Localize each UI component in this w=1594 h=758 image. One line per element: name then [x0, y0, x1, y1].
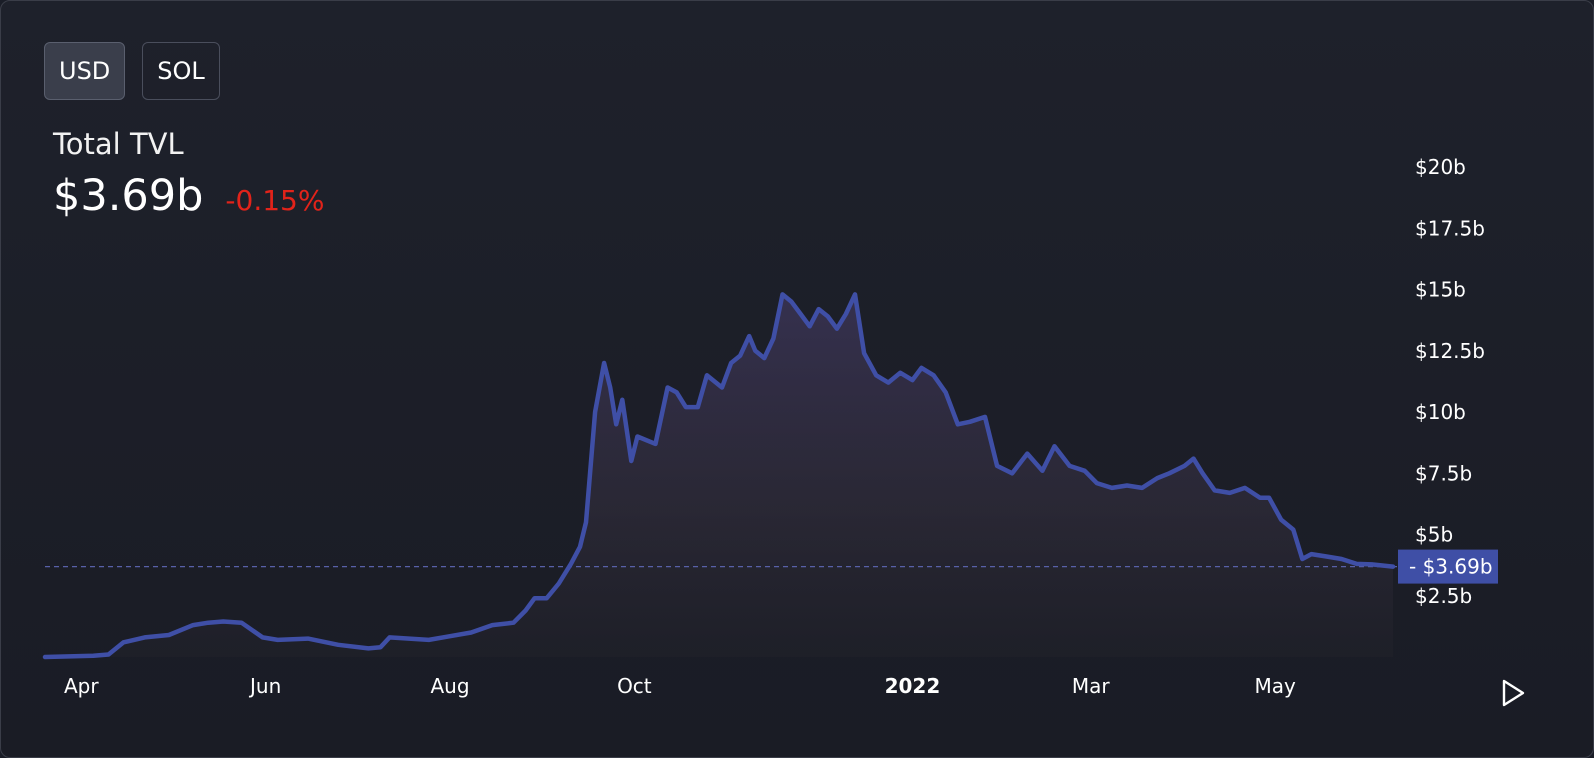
- y-tick-label: $5b: [1415, 523, 1453, 547]
- y-tick-label: $17.5b: [1415, 216, 1485, 240]
- y-tick-label: $12.5b: [1415, 339, 1485, 363]
- sol-toggle-button[interactable]: SOL: [142, 42, 220, 100]
- x-tick-label: May: [1254, 674, 1296, 698]
- current-price-label-text: - $3.69b: [1409, 555, 1493, 579]
- y-tick-label: $2.5b: [1415, 584, 1472, 608]
- current-price-label: - $3.69b: [1398, 549, 1498, 584]
- play-button[interactable]: [1502, 679, 1525, 707]
- play-icon: [1502, 679, 1525, 707]
- x-tick-label: Jun: [248, 674, 281, 698]
- chart-title: Total TVL: [53, 127, 184, 161]
- tvl-area-fill: [45, 294, 1393, 657]
- y-tick-label: $15b: [1415, 278, 1466, 302]
- y-axis: $2.5b $5b $7.5b $10b $12.5b $15b $17.5b $20b: [1415, 155, 1485, 608]
- x-tick-label: Apr: [64, 674, 99, 698]
- usd-toggle-button[interactable]: USD: [44, 42, 126, 100]
- tvl-value: $3.69b: [53, 171, 204, 221]
- y-tick-label: $20b: [1415, 155, 1466, 179]
- currency-toggle-group: USD SOL: [44, 42, 220, 100]
- x-axis: Apr Jun Aug Oct 2022 Mar May: [64, 674, 1296, 698]
- x-tick-label: Oct: [617, 674, 652, 698]
- tvl-change-percent: -0.15%: [225, 184, 325, 217]
- x-tick-label: Mar: [1072, 674, 1111, 698]
- y-tick-label: $10b: [1415, 400, 1466, 424]
- x-tick-label: Aug: [430, 674, 469, 698]
- tvl-series-line: [42, 292, 1396, 660]
- x-tick-label: 2022: [885, 674, 941, 698]
- current-price-label-bg: [1398, 549, 1498, 584]
- y-tick-label: $7.5b: [1415, 461, 1472, 485]
- tvl-summary: $3.69b -0.15%: [53, 171, 324, 221]
